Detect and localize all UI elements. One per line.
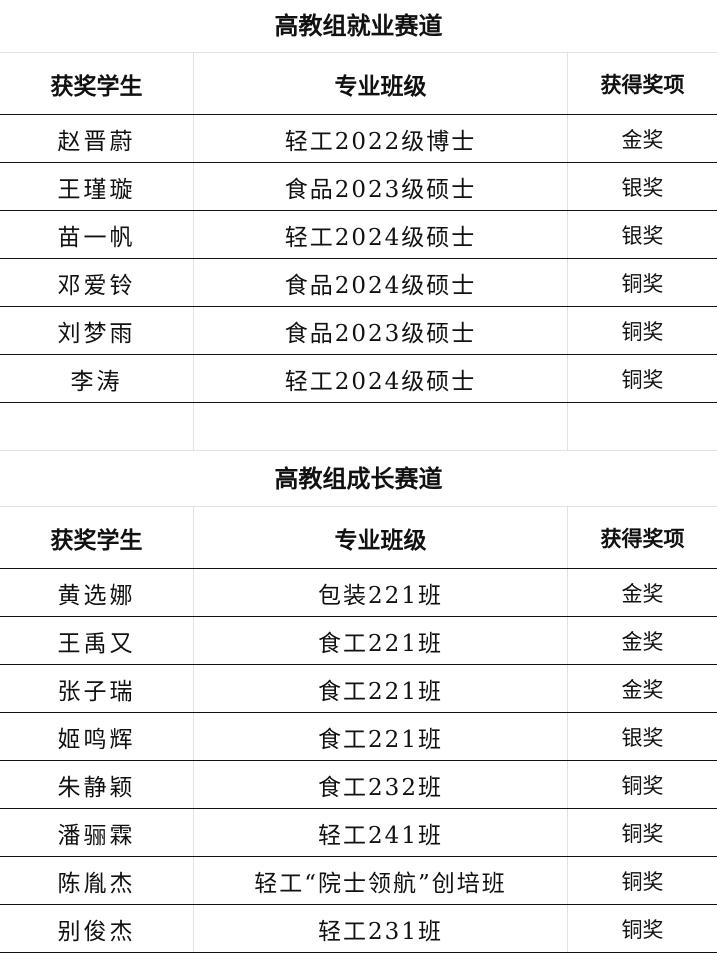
- student-name: 别俊杰: [0, 905, 194, 952]
- award: 金奖: [621, 127, 664, 152]
- table-row: 姬鸣辉 食工221班 银奖: [0, 713, 717, 761]
- table-row: 朱静颖 食工232班 铜奖: [0, 761, 717, 809]
- class-name: 食工221班: [194, 713, 568, 760]
- student-name: 邓爱铃: [0, 259, 194, 306]
- section-employment: 高教组就业赛道 获奖学生 专业班级 获得奖项 赵晋蔚 轻工2022级博士 金奖王瑾璇…: [0, 0, 717, 451]
- table-row: 黄选娜 包装221班 金奖: [0, 569, 717, 617]
- class-name: 轻工231班: [194, 905, 568, 952]
- award: 铜奖: [621, 367, 664, 392]
- award: 金奖: [621, 581, 664, 606]
- header-student: 获奖学生: [0, 53, 194, 114]
- section-title: 高教组成长赛道: [0, 451, 717, 507]
- award: 金奖: [621, 629, 664, 654]
- table-row: 苗一帆 轻工2024级硕士 银奖: [0, 211, 717, 259]
- award: 银奖: [621, 725, 664, 750]
- award: 铜奖: [621, 319, 664, 344]
- class-name: 食工221班: [194, 617, 568, 664]
- class-name: 包装221班: [194, 569, 568, 616]
- award: 银奖: [621, 223, 664, 248]
- student-name: 王瑾璇: [0, 163, 194, 210]
- award: 银奖: [621, 175, 664, 200]
- blank-row: [0, 403, 717, 451]
- table-row: 张子瑞 食工221班 金奖: [0, 665, 717, 713]
- table-row: 王禹又 食工221班 金奖: [0, 617, 717, 665]
- table-row: 王瑾璇 食品2023级硕士 银奖: [0, 163, 717, 211]
- header-award: 获得奖项: [600, 526, 685, 551]
- student-name: 姬鸣辉: [0, 713, 194, 760]
- table-row: 邓爱铃 食品2024级硕士 铜奖: [0, 259, 717, 307]
- class-name: 食品2023级硕士: [194, 163, 568, 210]
- section-title: 高教组就业赛道: [0, 0, 717, 53]
- table-row: 潘骊霖 轻工241班 铜奖: [0, 809, 717, 857]
- student-name: 潘骊霖: [0, 809, 194, 856]
- student-name: 王禹又: [0, 617, 194, 664]
- student-name: 苗一帆: [0, 211, 194, 258]
- class-name: 轻工2024级硕士: [194, 355, 568, 402]
- award: 铜奖: [621, 271, 664, 296]
- class-name: 轻工2024级硕士: [194, 211, 568, 258]
- header-class: 专业班级: [194, 507, 568, 568]
- table-row: 刘梦雨 食品2023级硕士 铜奖: [0, 307, 717, 355]
- award: 铜奖: [621, 917, 664, 942]
- blank-cell: [568, 403, 717, 450]
- table-header: 获奖学生 专业班级 获得奖项: [0, 53, 717, 115]
- student-name: 赵晋蔚: [0, 115, 194, 162]
- student-name: 张子瑞: [0, 665, 194, 712]
- student-name: 刘梦雨: [0, 307, 194, 354]
- blank-cell: [194, 403, 568, 450]
- student-name: 李涛: [0, 355, 194, 402]
- award: 铜奖: [621, 821, 664, 846]
- table-row: 陈胤杰 轻工“院士领航”创培班 铜奖: [0, 857, 717, 905]
- award: 铜奖: [621, 773, 664, 798]
- class-name: 食工232班: [194, 761, 568, 808]
- table-row: 别俊杰 轻工231班 铜奖: [0, 905, 717, 953]
- student-name: 陈胤杰: [0, 857, 194, 904]
- award: 铜奖: [621, 869, 664, 894]
- student-name: 黄选娜: [0, 569, 194, 616]
- class-name: 轻工241班: [194, 809, 568, 856]
- class-name: 食品2024级硕士: [194, 259, 568, 306]
- class-name: 轻工2022级博士: [194, 115, 568, 162]
- header-student: 获奖学生: [0, 507, 194, 568]
- blank-cell: [0, 403, 194, 450]
- student-name: 朱静颖: [0, 761, 194, 808]
- table-header: 获奖学生 专业班级 获得奖项: [0, 507, 717, 569]
- table-row: 赵晋蔚 轻工2022级博士 金奖: [0, 115, 717, 163]
- award: 金奖: [621, 677, 664, 702]
- header-award: 获得奖项: [600, 72, 685, 97]
- class-name: 食品2023级硕士: [194, 307, 568, 354]
- section-growth: 高教组成长赛道 获奖学生 专业班级 获得奖项 黄选娜 包装221班 金奖 王禹又 食工2…: [0, 451, 717, 953]
- class-name: 轻工“院士领航”创培班: [194, 857, 568, 904]
- class-name: 食工221班: [194, 665, 568, 712]
- table-row: 李涛 轻工2024级硕士 铜奖: [0, 355, 717, 403]
- header-class: 专业班级: [194, 53, 568, 114]
